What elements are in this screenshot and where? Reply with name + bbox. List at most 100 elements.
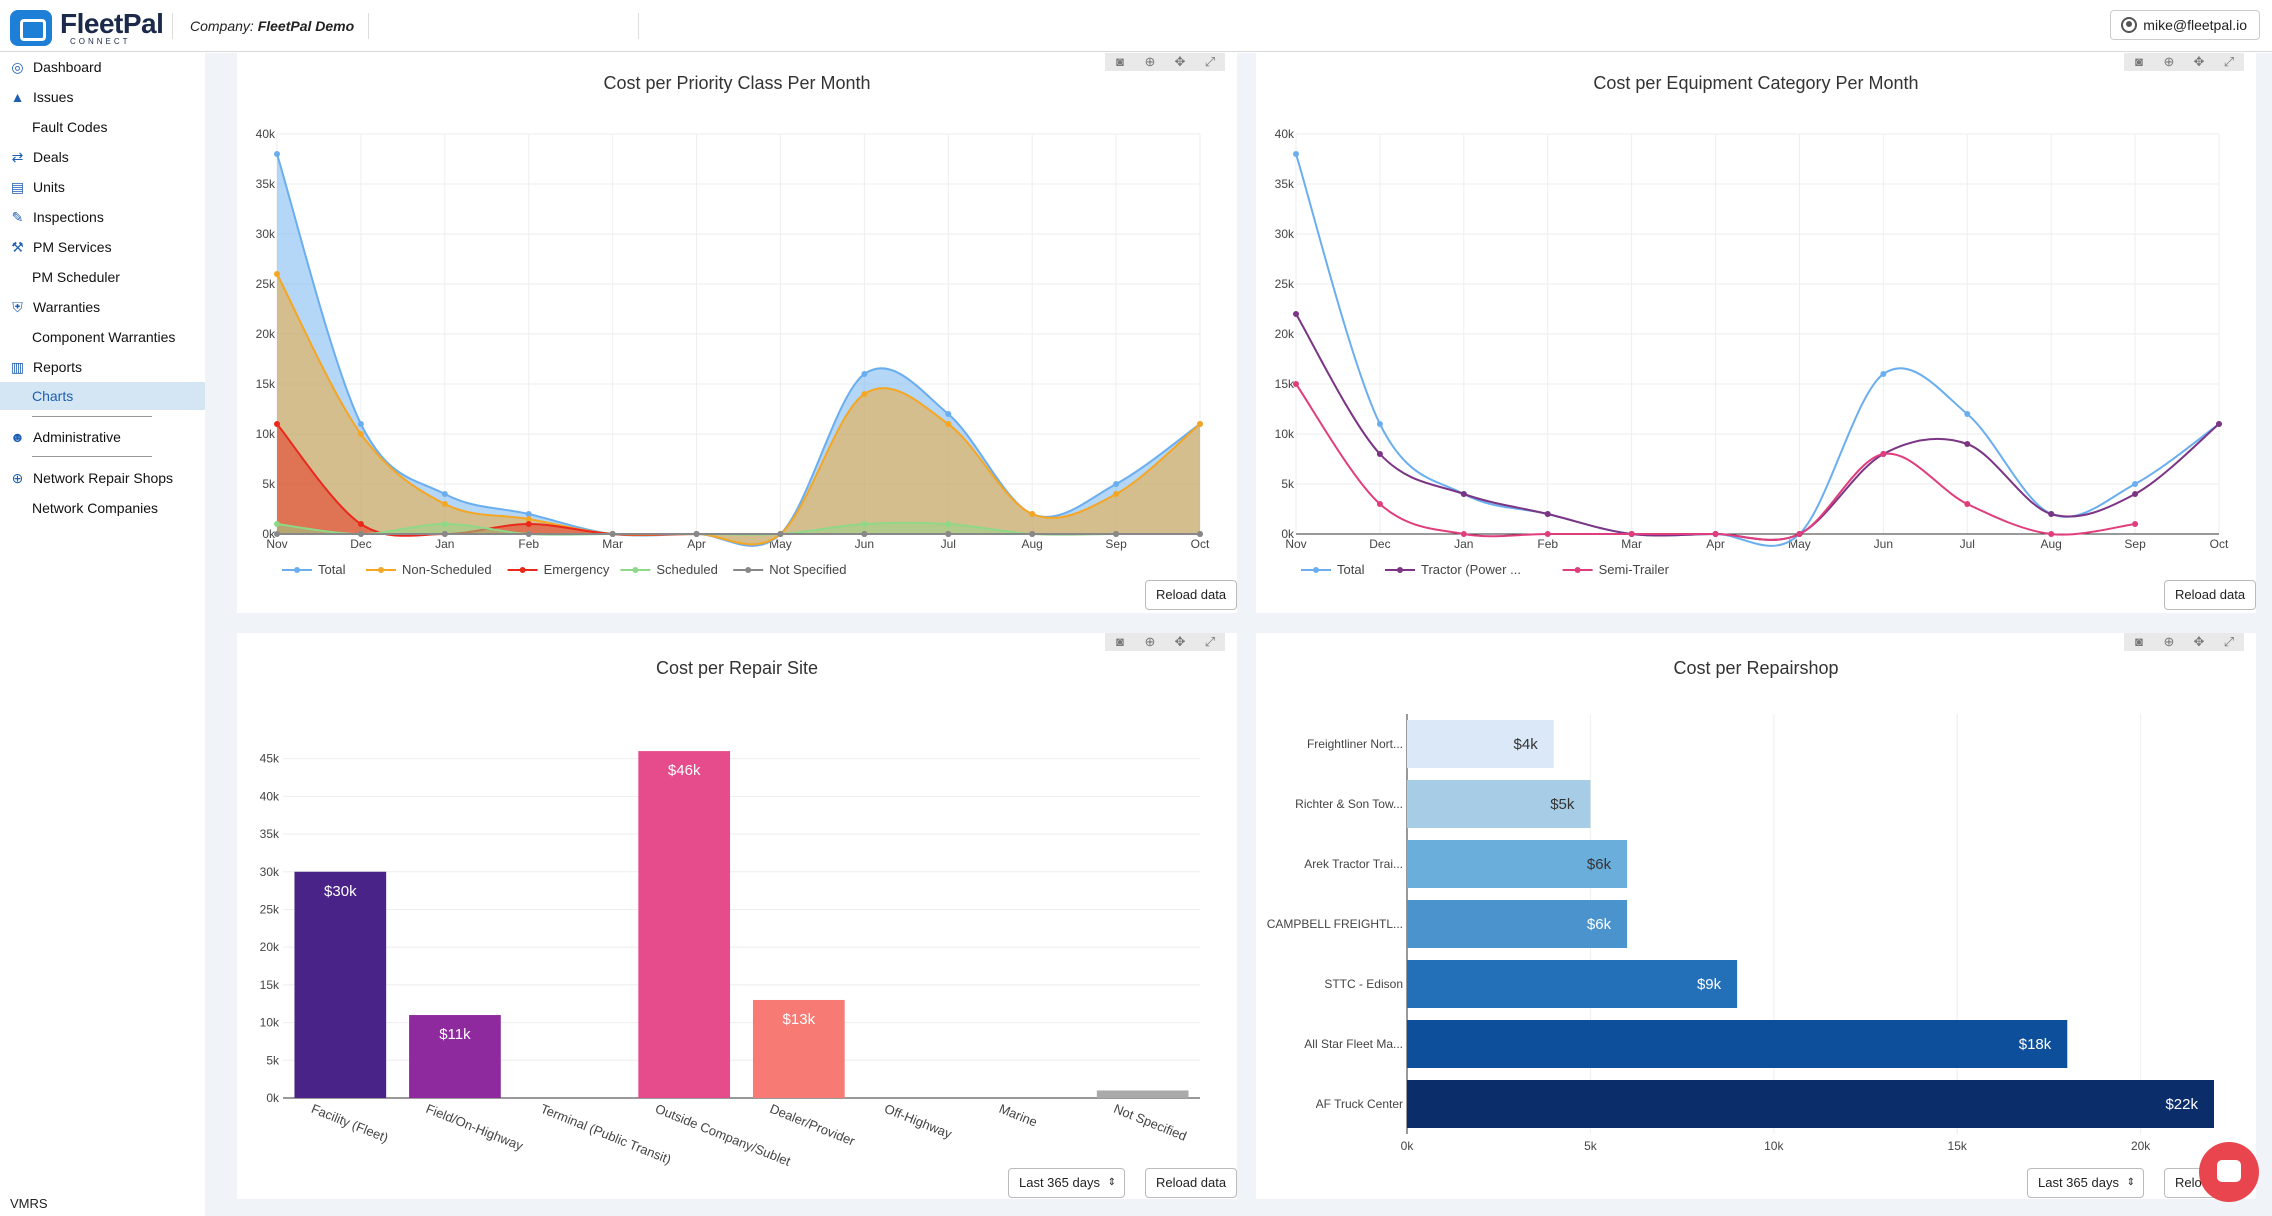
- sidebar-item-label: Administrative: [33, 429, 121, 445]
- data-point: [1628, 531, 1635, 537]
- chart-modebar: ◙ ⊕ ✥ ⤢: [2124, 53, 2244, 71]
- sidebar-item-pm-scheduler[interactable]: PM Scheduler: [0, 263, 205, 291]
- pan-icon[interactable]: ✥: [2193, 634, 2205, 649]
- y-tick-label: 25k: [256, 277, 276, 291]
- pan-icon[interactable]: ✥: [1174, 634, 1186, 649]
- vmrs-footer: VMRS: [10, 1196, 48, 1211]
- zoom-icon[interactable]: ⊕: [1144, 54, 1156, 69]
- chat-launcher-icon[interactable]: [2199, 1142, 2259, 1202]
- sidebar-item-label: Warranties: [33, 299, 101, 315]
- y-tick-label: 40k: [256, 127, 276, 141]
- y-tick-label: All Star Fleet Ma...: [1304, 1037, 1403, 1051]
- sidebar-item-reports[interactable]: ▥ Reports: [0, 353, 205, 381]
- legend-marker: [1574, 567, 1581, 573]
- reload-data-button[interactable]: Reload data: [2164, 580, 2257, 610]
- x-tick-label: Marine: [997, 1101, 1039, 1130]
- zoom-icon[interactable]: ⊕: [2163, 54, 2175, 69]
- bar: [1407, 960, 1738, 1008]
- data-point: [609, 531, 616, 537]
- data-point: [945, 411, 952, 417]
- pan-icon[interactable]: ✥: [2193, 54, 2205, 69]
- sidebar-item-network-companies[interactable]: Network Companies: [0, 494, 205, 522]
- data-point: [357, 431, 364, 437]
- x-tick-label: Feb: [1537, 537, 1558, 551]
- legend-label: Semi-Trailer: [1599, 562, 1670, 577]
- zoom-icon[interactable]: ⊕: [1144, 634, 1156, 649]
- y-tick-label: 10k: [260, 1016, 280, 1030]
- date-range-select[interactable]: Last 365 days ⇕: [2027, 1168, 2144, 1198]
- data-point: [1113, 531, 1120, 537]
- camera-icon[interactable]: ◙: [1116, 634, 1124, 649]
- bar-data-label: $22k: [2165, 1096, 2198, 1113]
- series-area: [277, 274, 1200, 545]
- autoscale-icon[interactable]: ⤢: [1204, 634, 1216, 649]
- zoom-icon[interactable]: ⊕: [2163, 634, 2175, 649]
- x-tick-label: 15k: [1948, 1139, 1968, 1153]
- sidebar-item-administrative[interactable]: ☻ Administrative: [0, 423, 205, 451]
- x-tick-label: Dec: [350, 537, 371, 551]
- legend-label: Tractor (Power ...: [1421, 562, 1521, 577]
- y-tick-label: 0k: [262, 527, 276, 541]
- y-tick-label: 35k: [1275, 177, 1295, 191]
- camera-icon[interactable]: ◙: [2135, 54, 2143, 69]
- sidebar-item-dashboard[interactable]: ◎ Dashboard: [0, 53, 205, 81]
- sidebar-item-deals[interactable]: ⇄ Deals: [0, 143, 205, 171]
- x-tick-label: Jun: [1874, 537, 1893, 551]
- sidebar-item-network-repair-shops[interactable]: ⊕ Network Repair Shops: [0, 464, 205, 492]
- chart-panel-equipment-category: ◙ ⊕ ✥ ⤢ Cost per Equipment Category Per Mon…: [1256, 53, 2257, 613]
- data-point: [357, 521, 364, 527]
- sidebar-item-charts[interactable]: Charts: [0, 382, 205, 410]
- sidebar-item-component-warranties[interactable]: Component Warranties: [0, 323, 205, 351]
- x-tick-label: Sep: [1105, 537, 1127, 551]
- user-email: mike@fleetpal.io: [2143, 17, 2247, 33]
- y-tick-label: 30k: [260, 865, 280, 879]
- chart-modebar: ◙ ⊕ ✥ ⤢: [1105, 53, 1225, 71]
- x-tick-label: Oct: [2210, 537, 2229, 551]
- bar-data-label: $6k: [1587, 856, 1612, 873]
- sidebar-item-inspections[interactable]: ✎ Inspections: [0, 203, 205, 231]
- x-tick-label: Nov: [1285, 537, 1306, 551]
- x-tick-label: Jan: [1454, 537, 1473, 551]
- bar: [294, 871, 387, 1098]
- x-tick-label: May: [1788, 537, 1811, 551]
- top-bar: FleetPal CONNECT Company: FleetPal Demo …: [0, 0, 2272, 52]
- y-tick-label: 15k: [256, 377, 276, 391]
- camera-icon[interactable]: ◙: [2135, 634, 2143, 649]
- sidebar-item-units[interactable]: ▤ Units: [0, 173, 205, 201]
- data-point: [441, 491, 448, 497]
- sidebar-item-label: Network Companies: [32, 500, 159, 516]
- x-tick-label: Field/On-Highway: [424, 1101, 526, 1154]
- autoscale-icon[interactable]: ⤢: [2223, 634, 2235, 649]
- user-menu-button[interactable]: mike@fleetpal.io: [2110, 10, 2260, 40]
- x-tick-label: Apr: [1706, 537, 1725, 551]
- reload-data-button[interactable]: Reload data: [1145, 580, 1238, 610]
- priority-class-chart: Nov Dec Jan Feb Mar Apr May Jun Jul Aug Sep Oct 0k 5k…: [256, 127, 1210, 577]
- sidebar-item-issues[interactable]: ▲ Issues: [0, 83, 205, 111]
- autoscale-icon[interactable]: ⤢: [2223, 54, 2235, 69]
- pan-icon[interactable]: ✥: [1174, 54, 1186, 69]
- data-point: [2132, 521, 2139, 527]
- data-point: [1460, 491, 1467, 497]
- y-tick-label: AF Truck Center: [1316, 1097, 1403, 1111]
- data-point: [945, 421, 952, 427]
- data-point: [441, 531, 448, 537]
- user-icon: [2121, 17, 2138, 33]
- shield-icon: ⛨: [12, 299, 23, 315]
- fleetpal-logo[interactable]: FleetPal CONNECT: [10, 6, 164, 46]
- chart-title: Cost per Repairshop: [1673, 658, 1839, 678]
- y-tick-label: 5k: [262, 477, 276, 491]
- x-tick-label: Aug: [2041, 537, 2062, 551]
- sidebar-item-pm-services[interactable]: ⚒ PM Services: [0, 233, 205, 261]
- sidebar-item-warranties[interactable]: ⛨ Warranties: [0, 293, 205, 321]
- data-point: [525, 531, 532, 537]
- company-prefix: Company:: [190, 18, 258, 34]
- autoscale-icon[interactable]: ⤢: [1204, 54, 1216, 69]
- globe-icon: ⊕: [11, 470, 24, 486]
- date-range-select[interactable]: Last 365 days ⇕: [1008, 1168, 1125, 1198]
- reload-data-button[interactable]: Reload data: [1145, 1168, 1238, 1198]
- camera-icon[interactable]: ◙: [1116, 54, 1124, 69]
- sidebar-item-fault-codes[interactable]: Fault Codes: [0, 113, 205, 141]
- data-point: [1376, 451, 1383, 457]
- sidebar-item-label: PM Services: [33, 239, 112, 255]
- x-tick-label: Off-Highway: [882, 1101, 954, 1142]
